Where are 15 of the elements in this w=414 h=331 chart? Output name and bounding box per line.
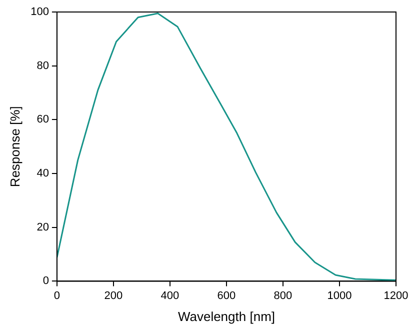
y-tick-label: 0	[42, 275, 49, 288]
x-tick-label: 200	[104, 290, 123, 302]
x-tick-label: 600	[217, 290, 236, 302]
y-axis-title: Response [%]	[7, 106, 22, 188]
y-tick-label: 40	[36, 168, 49, 180]
x-tick-label: 400	[160, 290, 180, 302]
y-tick-label: 100	[30, 6, 49, 18]
x-tick-label: 1200	[384, 290, 408, 302]
y-tick-label: 60	[36, 114, 49, 126]
x-axis-title: Wavelength [nm]	[178, 308, 276, 324]
y-tick-label: 20	[36, 221, 49, 234]
y-tick-label: 80	[36, 60, 49, 72]
x-tick-label: 800	[274, 290, 292, 302]
x-tick-label: 1000	[327, 290, 352, 302]
x-tick-label: 0	[54, 290, 60, 302]
